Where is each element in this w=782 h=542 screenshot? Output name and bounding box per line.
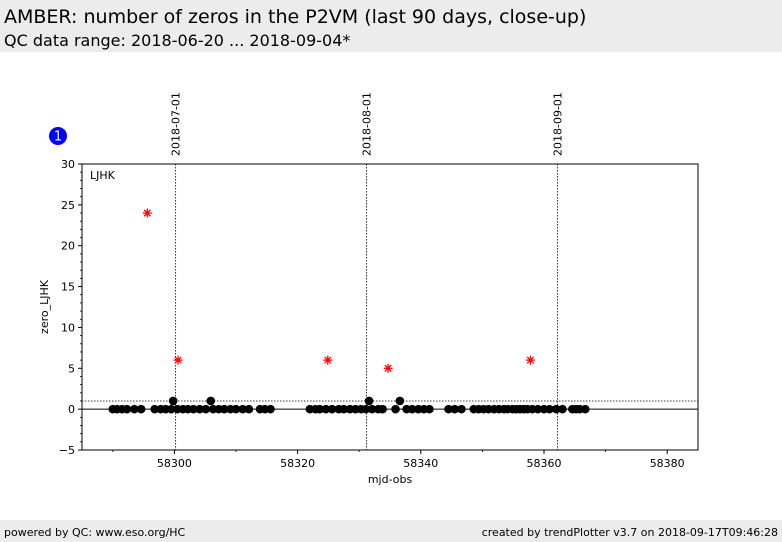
x-tick-label: 58360	[527, 457, 562, 470]
data-point	[321, 404, 331, 414]
data-point	[545, 404, 554, 414]
data-point	[444, 404, 453, 414]
data-point	[533, 404, 543, 414]
powered-by-link[interactable]: powered by QC: www.eso.org/HC	[4, 526, 186, 539]
data-point	[315, 404, 325, 414]
x-tick-label: 58300	[157, 457, 192, 470]
data-point	[189, 404, 198, 414]
data-point	[378, 404, 387, 414]
badge-circle	[49, 127, 67, 145]
plot-number-badge: 1	[49, 127, 67, 145]
data-point	[425, 404, 434, 414]
data-range-subtitle: QC data range: 2018-06-20 ... 2018-09-04…	[4, 31, 351, 50]
y-axis-label: zero_LJHK	[38, 279, 51, 334]
outlier-point	[383, 363, 393, 373]
data-point	[339, 404, 349, 414]
y-tick-label: 30	[61, 158, 75, 171]
y-tick-label: 10	[61, 321, 75, 334]
y-tick-label: −5	[59, 444, 75, 457]
data-point	[558, 404, 567, 414]
plot-area-frame	[81, 163, 699, 451]
data-point	[244, 404, 254, 414]
data-point	[150, 404, 159, 414]
data-point	[136, 404, 146, 414]
data-point	[266, 404, 275, 414]
data-point	[122, 404, 132, 414]
date-marker-label: 2018-07-01	[170, 92, 183, 156]
x-axis-label: mjd-obs	[368, 473, 413, 486]
report-header: AMBER: number of zeros in the P2VM (last…	[0, 0, 782, 52]
data-point	[231, 404, 241, 414]
x-tick-label: 58320	[280, 457, 315, 470]
outlier-point	[173, 355, 183, 365]
date-marker-label: 2018-09-01	[552, 92, 565, 156]
data-point	[219, 404, 229, 414]
date-marker-label: 2018-08-01	[361, 92, 374, 156]
star-stroke	[174, 356, 182, 364]
data-point	[367, 404, 377, 414]
data-point	[327, 404, 337, 414]
data-point	[167, 404, 176, 414]
data-point	[195, 404, 204, 414]
star-stroke	[324, 356, 332, 364]
data-point	[457, 404, 466, 414]
data-point	[580, 404, 590, 414]
outlier-point	[323, 355, 333, 365]
data-point	[361, 404, 371, 414]
data-point	[552, 404, 561, 414]
data-point	[407, 404, 417, 414]
badge-label: 1	[54, 130, 62, 145]
panel-label: LJHK	[90, 169, 116, 182]
y-tick-label: 15	[61, 281, 75, 294]
x-tick-label: 58380	[650, 457, 685, 470]
data-point	[450, 404, 459, 414]
outlier-point	[142, 208, 152, 218]
scatter-chart: 1 2018-07-01 2018-08-01 2018-09-01 58300 583…	[38, 92, 699, 486]
created-by-note: created by trendPlotter v3.7 on 2018-09-…	[481, 526, 778, 539]
y-tick-label: 5	[68, 362, 75, 375]
y-tick-label: 25	[61, 199, 75, 212]
y-tick-label: 20	[61, 240, 75, 253]
data-point	[201, 404, 211, 414]
outlier-point	[525, 355, 535, 365]
report-footer: powered by QC: www.eso.org/HC created by…	[0, 520, 782, 542]
data-point	[238, 404, 248, 414]
data-point	[206, 396, 216, 406]
y-tick-label: 0	[68, 403, 75, 416]
data-point	[391, 404, 400, 414]
star-stroke	[143, 209, 151, 217]
data-point	[364, 396, 374, 406]
data-point	[168, 396, 178, 406]
x-tick-label: 58340	[403, 457, 438, 470]
star-stroke	[526, 356, 535, 364]
data-point	[130, 404, 139, 414]
report-title: AMBER: number of zeros in the P2VM (last…	[4, 6, 587, 28]
data-point	[395, 396, 405, 406]
star-stroke	[384, 364, 392, 372]
